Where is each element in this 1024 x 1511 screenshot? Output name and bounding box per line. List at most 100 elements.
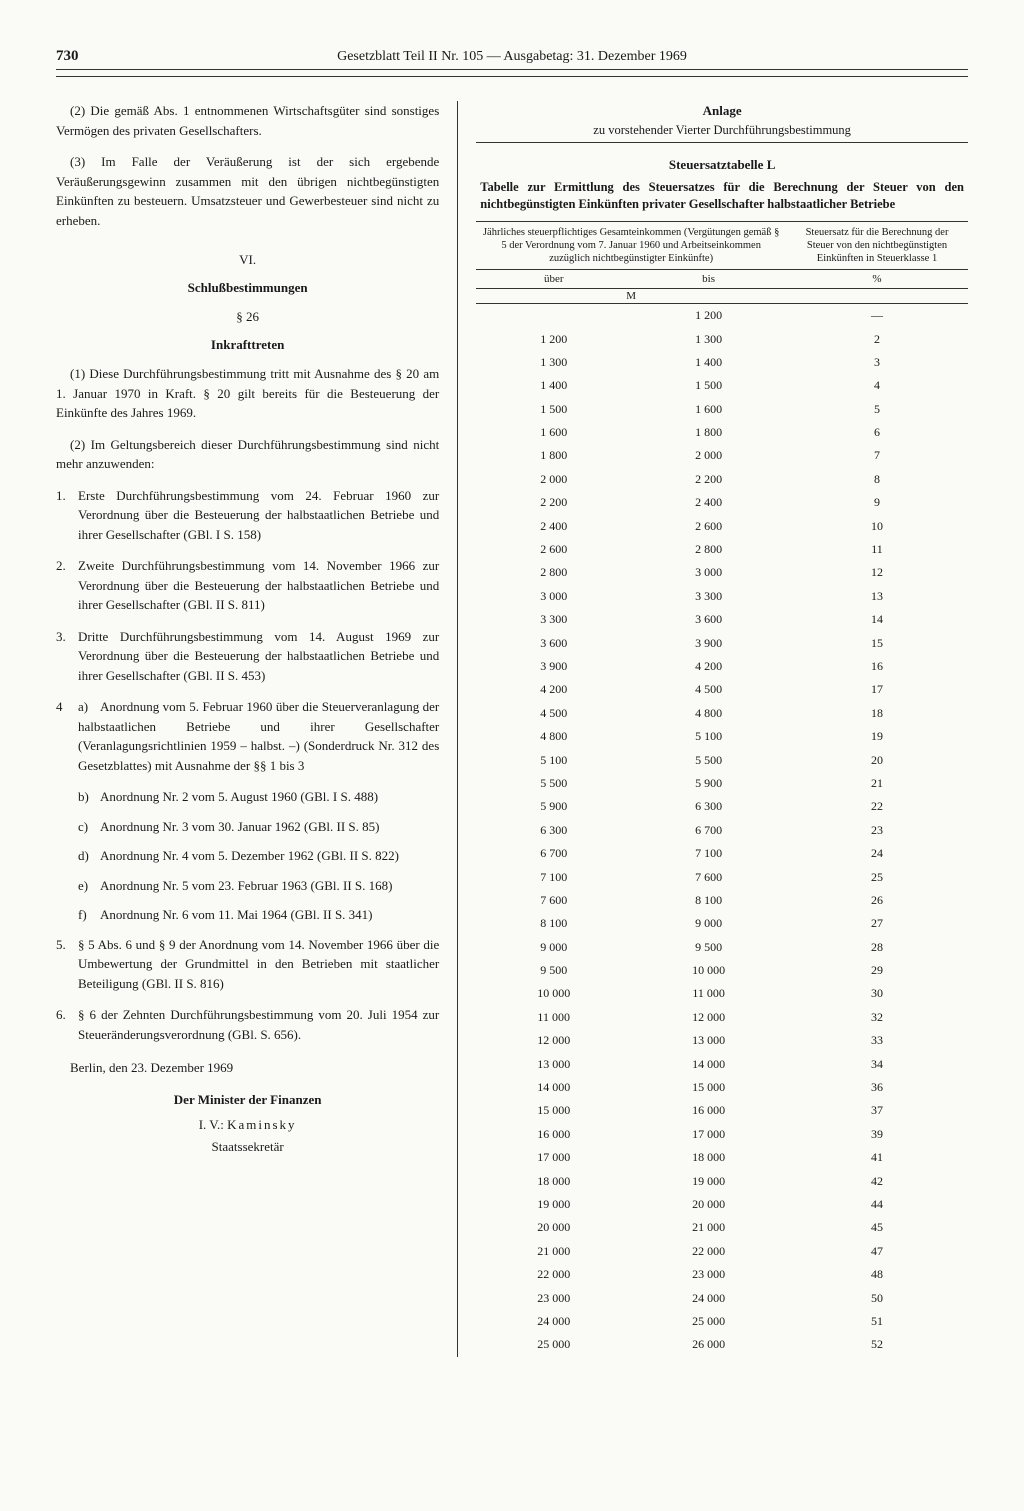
cell-over: 18 000	[476, 1170, 631, 1193]
cell-over: 10 000	[476, 982, 631, 1005]
cell-pct: 19	[786, 725, 968, 748]
cell-over: 24 000	[476, 1310, 631, 1333]
sub-body: Anordnung Nr. 4 vom 5. Dezember 1962 (GB…	[100, 846, 439, 866]
signature-title: Staatssekretär	[56, 1137, 439, 1157]
table-row: 11 00012 00032	[476, 1006, 968, 1029]
cell-pct: 10	[786, 515, 968, 538]
table-row: 24 00025 00051	[476, 1310, 968, 1333]
sub-marker: a)	[78, 697, 100, 717]
cell-over: 3 300	[476, 608, 631, 631]
table-row: 4 2004 50017	[476, 678, 968, 701]
cell-bis: 26 000	[631, 1333, 786, 1356]
list-item: 4 a)Anordnung vom 5. Februar 1960 über d…	[56, 697, 439, 775]
cell-over: 1 800	[476, 444, 631, 467]
cell-pct: 2	[786, 328, 968, 351]
col-pct: %	[786, 273, 968, 285]
sub-list-item: c) Anordnung Nr. 3 vom 30. Januar 1962 (…	[56, 817, 439, 837]
cell-over: 5 100	[476, 749, 631, 772]
table-row: 5 9006 30022	[476, 795, 968, 818]
cell-bis: 12 000	[631, 1006, 786, 1029]
cell-bis: 6 300	[631, 795, 786, 818]
list-body: Zweite Durchführungsbestimmung vom 14. N…	[78, 556, 439, 615]
table-row: 2 0002 2008	[476, 468, 968, 491]
table-row: 14 00015 00036	[476, 1076, 968, 1099]
cell-over: 3 000	[476, 585, 631, 608]
cell-over: 22 000	[476, 1263, 631, 1286]
sub-list-item: d) Anordnung Nr. 4 vom 5. Dezember 1962 …	[56, 846, 439, 866]
cell-pct: 45	[786, 1216, 968, 1239]
cell-over: 17 000	[476, 1146, 631, 1169]
cell-over: 7 100	[476, 866, 631, 889]
cell-bis: 3 900	[631, 632, 786, 655]
cell-pct: 16	[786, 655, 968, 678]
list-item: 5. § 5 Abs. 6 und § 9 der Anordnung vom …	[56, 935, 439, 994]
column-left: (2) Die gemäß Abs. 1 entnommenen Wirtsch…	[56, 101, 457, 1357]
sub-list-item: e) Anordnung Nr. 5 vom 23. Februar 1963 …	[56, 876, 439, 896]
col-bis: bis	[631, 273, 786, 285]
cell-bis: 11 000	[631, 982, 786, 1005]
cell-bis: 5 500	[631, 749, 786, 772]
sub-marker: b)	[78, 787, 100, 807]
cell-bis: 2 800	[631, 538, 786, 561]
cell-bis: 3 600	[631, 608, 786, 631]
list-marker: 1.	[56, 486, 78, 545]
table-row: 21 00022 00047	[476, 1240, 968, 1263]
cell-pct: 52	[786, 1333, 968, 1356]
cell-bis: 3 300	[631, 585, 786, 608]
cell-over: 3 900	[476, 655, 631, 678]
cell-bis: 1 200	[631, 304, 786, 327]
col-over: über	[476, 273, 631, 285]
header-right: Steuersatz für die Berechnung der Steuer…	[786, 222, 968, 269]
table-row: 23 00024 00050	[476, 1287, 968, 1310]
cell-over: 1 400	[476, 374, 631, 397]
cell-pct: 32	[786, 1006, 968, 1029]
table-row: 1 200—	[476, 304, 968, 327]
table-row: 18 00019 00042	[476, 1170, 968, 1193]
section-schluss: Schlußbestimmungen	[56, 278, 439, 298]
table-row: 1 2001 3002	[476, 328, 968, 351]
table-row: 4 5004 80018	[476, 702, 968, 725]
table-row: 7 1007 60025	[476, 866, 968, 889]
cell-pct: 5	[786, 398, 968, 421]
table-row: 17 00018 00041	[476, 1146, 968, 1169]
signature-name-line: I. V.: Kaminsky	[56, 1115, 439, 1135]
cell-pct: 21	[786, 772, 968, 795]
cell-pct: 15	[786, 632, 968, 655]
cell-pct: 25	[786, 866, 968, 889]
header-left: Jährliches steuerpflichtiges Gesamteinko…	[476, 222, 786, 269]
table-row: 1 3001 4003	[476, 351, 968, 374]
cell-pct: 3	[786, 351, 968, 374]
cell-pct: 26	[786, 889, 968, 912]
cell-bis: 22 000	[631, 1240, 786, 1263]
cell-bis: 2 200	[631, 468, 786, 491]
list-marker: 6.	[56, 1005, 78, 1044]
cell-pct: 22	[786, 795, 968, 818]
cell-over: 12 000	[476, 1029, 631, 1052]
paragraph-title: Inkrafttreten	[56, 335, 439, 355]
tax-rate-table: Jährliches steuerpflichtiges Gesamteinko…	[476, 221, 968, 1357]
cell-bis: 21 000	[631, 1216, 786, 1239]
cell-over: 16 000	[476, 1123, 631, 1146]
cell-pct: 34	[786, 1053, 968, 1076]
cell-pct: 29	[786, 959, 968, 982]
cell-bis: 1 800	[631, 421, 786, 444]
list-marker: 5.	[56, 935, 78, 994]
signature-name: Kaminsky	[227, 1117, 296, 1132]
cell-pct: 4	[786, 374, 968, 397]
cell-over: 2 800	[476, 561, 631, 584]
table-row: 3 3003 60014	[476, 608, 968, 631]
unit-row: M	[476, 289, 968, 304]
header-rule	[56, 74, 968, 77]
para-26-1: (1) Diese Durchführungsbestimmung tritt …	[56, 364, 439, 423]
cell-bis: 20 000	[631, 1193, 786, 1216]
list-body: Dritte Durchführungsbestimmung vom 14. A…	[78, 627, 439, 686]
list-body: § 6 der Zehnten Durchführungsbestimmung …	[78, 1005, 439, 1044]
cell-bis: 5 900	[631, 772, 786, 795]
cell-bis: 3 000	[631, 561, 786, 584]
table-body: 1 200—1 2001 30021 3001 40031 4001 50041…	[476, 304, 968, 1357]
cell-bis: 4 500	[631, 678, 786, 701]
cell-pct: 18	[786, 702, 968, 725]
iv-label: I. V.:	[199, 1117, 227, 1132]
table-header: Jährliches steuerpflichtiges Gesamteinko…	[476, 221, 968, 270]
table-row: 16 00017 00039	[476, 1123, 968, 1146]
